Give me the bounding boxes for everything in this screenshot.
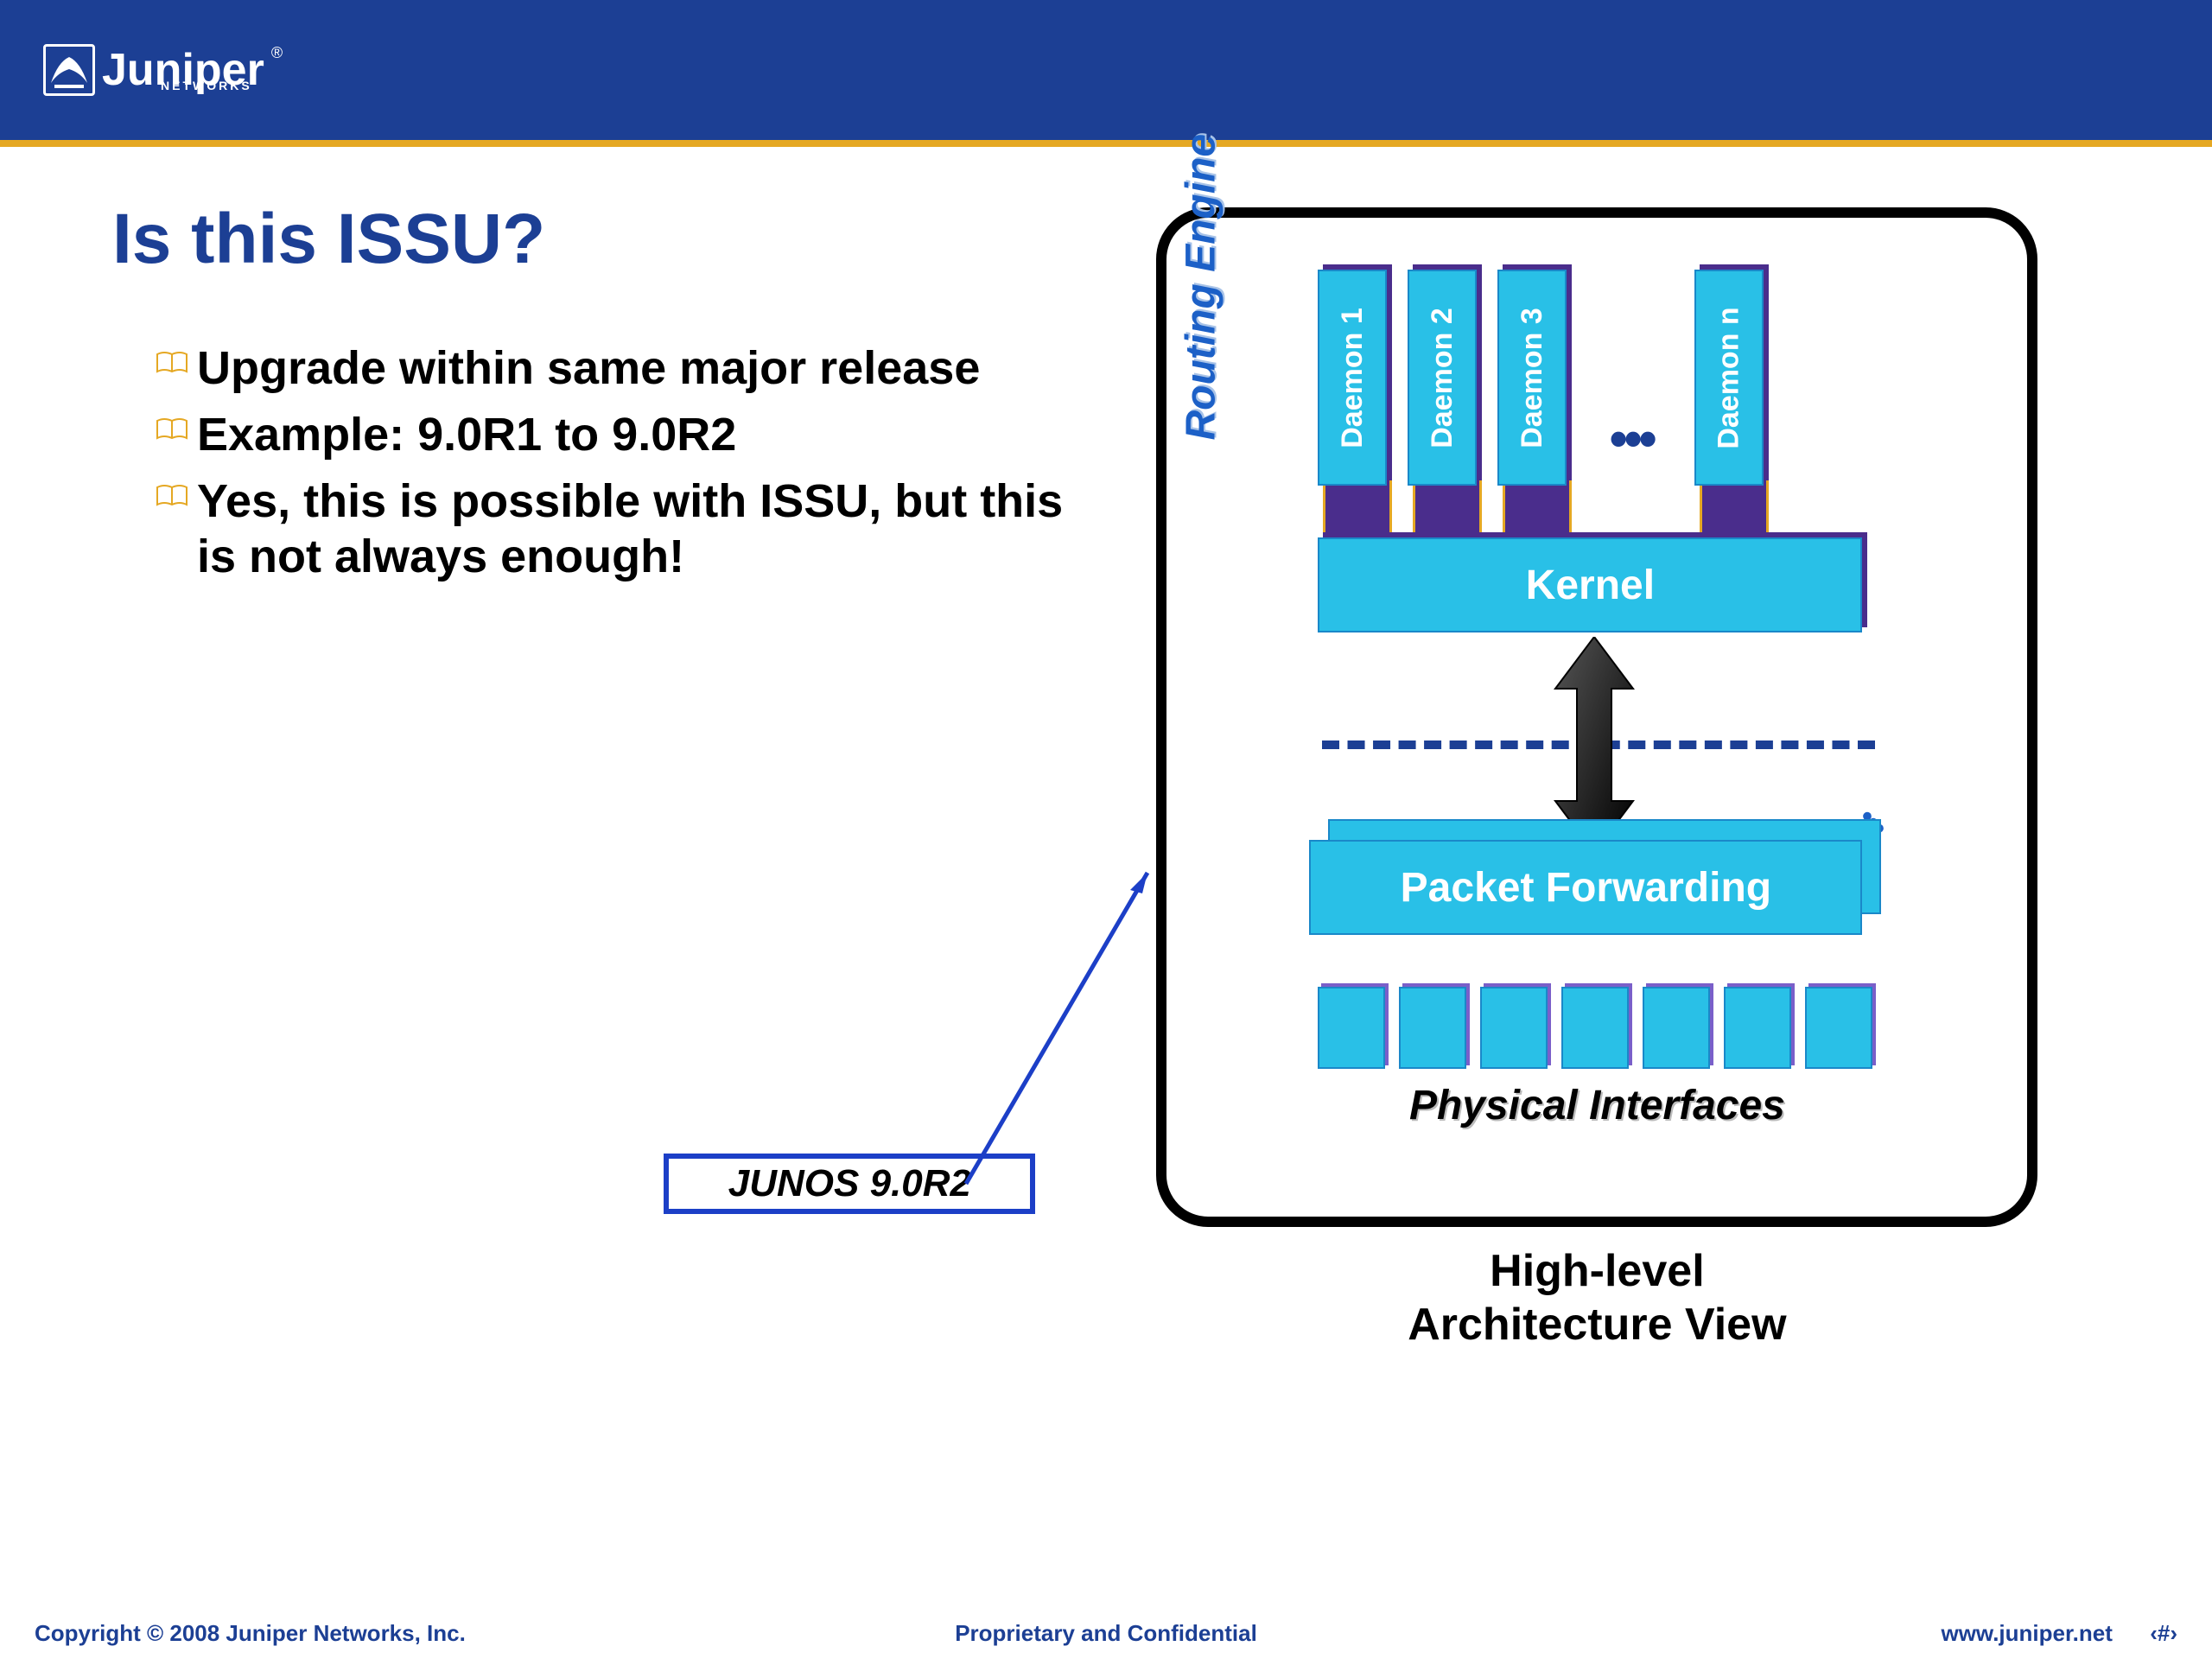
physical-interface-block bbox=[1805, 987, 1872, 1069]
daemon-block: Daemon 1 bbox=[1318, 270, 1387, 486]
daemon: Daemon 1 bbox=[1318, 270, 1387, 486]
bullet-list: Upgrade within same major release Exampl… bbox=[112, 340, 1078, 585]
bullet-item: Upgrade within same major release bbox=[156, 340, 1078, 397]
logo-icon bbox=[43, 44, 95, 96]
book-icon bbox=[156, 416, 188, 442]
diagram-caption: High-levelArchitecture View bbox=[1156, 1244, 2037, 1352]
book-icon bbox=[156, 349, 188, 375]
kernel: Kernel bbox=[1318, 537, 1862, 632]
slide-header: Juniper NETWORKS ® bbox=[0, 0, 2212, 147]
registered-mark: ® bbox=[271, 44, 283, 62]
slide-footer: Copyright © 2008 Juniper Networks, Inc. … bbox=[0, 1607, 2212, 1659]
page-number: ‹#› bbox=[2150, 1620, 2177, 1646]
physical-interface-block bbox=[1318, 987, 1385, 1069]
book-icon bbox=[156, 482, 188, 508]
daemon-label: Daemon 3 bbox=[1516, 308, 1549, 448]
daemon-label: Daemon 1 bbox=[1336, 308, 1370, 448]
pointer-arrow bbox=[957, 855, 1173, 1201]
daemon-ellipsis: ••• bbox=[1587, 270, 1674, 486]
bullet-item: Yes, this is possible with ISSU, but thi… bbox=[156, 474, 1078, 586]
physical-interface-block bbox=[1480, 987, 1548, 1069]
logo-subtitle: NETWORKS bbox=[161, 79, 252, 92]
physical-interfaces-row bbox=[1318, 987, 1872, 1069]
junos-label: JUNOS 9.0R2 bbox=[728, 1162, 971, 1205]
juniper-logo: Juniper NETWORKS ® bbox=[43, 44, 283, 96]
text-column: Is this ISSU? Upgrade within same major … bbox=[112, 199, 1078, 1529]
slide-title: Is this ISSU? bbox=[112, 199, 1078, 280]
phys bbox=[1480, 987, 1548, 1069]
slide-content: Is this ISSU? Upgrade within same major … bbox=[0, 147, 2212, 1529]
bullet-item: Example: 9.0R1 to 9.0R2 bbox=[156, 407, 1078, 463]
confidential-label: Proprietary and Confidential bbox=[955, 1620, 1257, 1647]
physical-interface-block bbox=[1643, 987, 1710, 1069]
packet-forwarding: Packet Forwarding bbox=[1309, 840, 1862, 935]
daemon-block: Daemon 2 bbox=[1408, 270, 1477, 486]
daemon-block: Daemon n bbox=[1694, 270, 1764, 486]
daemon: Daemon 3 bbox=[1497, 270, 1567, 486]
physical-interface-block bbox=[1399, 987, 1466, 1069]
phys bbox=[1318, 987, 1385, 1069]
phys bbox=[1643, 987, 1710, 1069]
phys bbox=[1561, 987, 1629, 1069]
daemon: Daemon n bbox=[1694, 270, 1764, 486]
daemon-label: Daemon 2 bbox=[1426, 308, 1459, 448]
architecture-diagram: Routing Engine Daemon 1 Daemon 2 Daemon … bbox=[1156, 207, 2037, 1227]
physical-interface-block bbox=[1724, 987, 1791, 1069]
dots: ••• bbox=[1609, 409, 1653, 468]
bullet-text: Yes, this is possible with ISSU, but thi… bbox=[197, 474, 1078, 586]
diagram-column: JUNOS 9.0R2 Routing Engine Daemon 1 Daem… bbox=[1078, 199, 2126, 1529]
phys bbox=[1399, 987, 1466, 1069]
daemons-row: Daemon 1 Daemon 2 Daemon 3 ••• Daemon n bbox=[1318, 270, 1764, 486]
kernel-label: Kernel bbox=[1526, 562, 1655, 609]
phys bbox=[1805, 987, 1872, 1069]
daemon-block: Daemon 3 bbox=[1497, 270, 1567, 486]
packet-forwarding-block: Packet Forwarding bbox=[1309, 840, 1862, 935]
bullet-text: Upgrade within same major release bbox=[197, 340, 980, 397]
physical-interfaces-label: Physical Interfaces bbox=[1166, 1082, 2027, 1129]
pf-label: Packet Forwarding bbox=[1401, 864, 1771, 912]
phys bbox=[1724, 987, 1791, 1069]
bullet-text: Example: 9.0R1 to 9.0R2 bbox=[197, 407, 736, 463]
footer-right: www.juniper.net ‹#› bbox=[1941, 1620, 2177, 1647]
daemon-label: Daemon n bbox=[1713, 307, 1746, 448]
physical-interface-block bbox=[1561, 987, 1629, 1069]
website-url: www.juniper.net bbox=[1941, 1620, 2112, 1646]
routing-engine-label: Routing Engine bbox=[1178, 134, 1225, 441]
daemon: Daemon 2 bbox=[1408, 270, 1477, 486]
logo-text: Juniper NETWORKS bbox=[102, 44, 264, 96]
copyright: Copyright © 2008 Juniper Networks, Inc. bbox=[35, 1620, 466, 1647]
kernel-block: Kernel bbox=[1318, 537, 1862, 632]
